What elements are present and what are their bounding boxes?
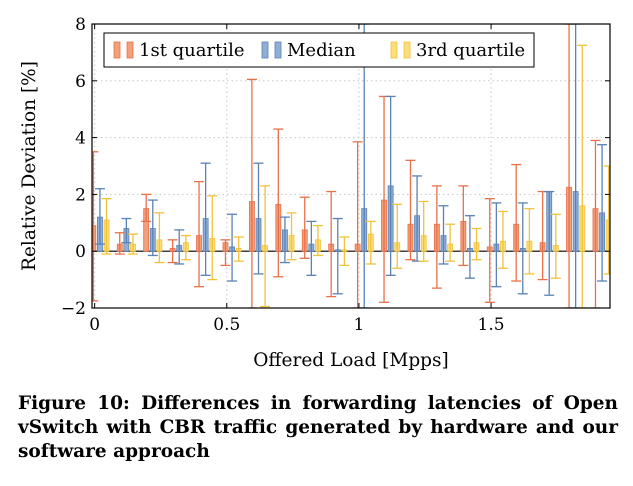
legend-swatch — [126, 41, 134, 59]
legend-label: 3rd quartile — [416, 40, 525, 61]
bars — [92, 185, 610, 252]
y-axis-title: Relative Deviation [%] — [19, 61, 40, 271]
legend-swatch — [390, 41, 398, 59]
legend-swatch — [261, 41, 269, 59]
y-tick-label: 6 — [75, 72, 86, 92]
x-tick-label: 0 — [89, 315, 100, 335]
legend-swatch — [403, 41, 411, 59]
y-tick-label: −2 — [61, 299, 86, 319]
figure-caption: Figure 10: Differences in forwarding lat… — [18, 393, 618, 462]
legend-frame — [103, 32, 535, 68]
legend-label: Median — [287, 40, 356, 61]
y-tick-label: 0 — [75, 242, 86, 262]
legend-swatch — [274, 41, 282, 59]
y-tick-label: 4 — [75, 129, 86, 149]
legend: 1st quartile Median 3rd quartile — [103, 32, 535, 68]
error-bars — [92, 24, 610, 308]
plot-frame — [91, 23, 611, 309]
x-tick-label: 1.5 — [478, 315, 505, 335]
x-axis-title: Offered Load [Mpps] — [253, 350, 449, 371]
y-tick-label: 2 — [75, 185, 86, 205]
legend-label: 1st quartile — [139, 40, 245, 61]
x-tick-label: 1 — [354, 315, 365, 335]
y-tick-label: 8 — [75, 15, 86, 35]
x-tick-label: 0.5 — [213, 315, 240, 335]
legend-swatch — [113, 41, 121, 59]
